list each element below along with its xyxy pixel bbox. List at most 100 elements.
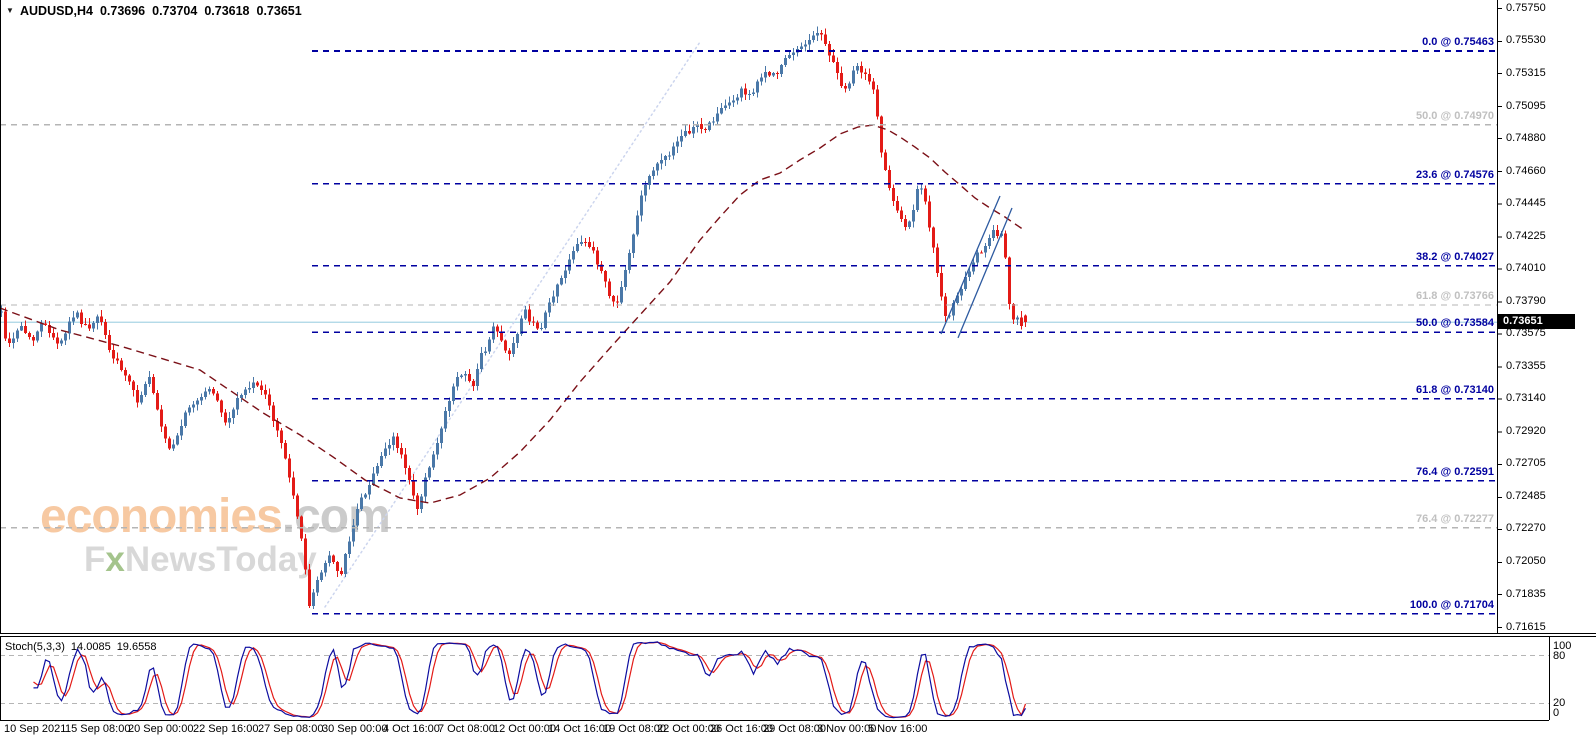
- candle-body: [480, 353, 483, 370]
- candle-body: [892, 187, 895, 201]
- candle-body: [876, 89, 879, 117]
- candle-body: [424, 477, 427, 497]
- candle-body: [752, 92, 755, 95]
- candle-body: [380, 456, 383, 466]
- candle-body: [16, 330, 19, 339]
- candle-body: [648, 175, 651, 186]
- candle-body: [564, 270, 567, 279]
- candle-body: [40, 323, 43, 332]
- candle-body: [640, 195, 643, 216]
- candle-body: [616, 301, 619, 303]
- candle-body: [376, 465, 379, 474]
- candle-body: [524, 309, 527, 319]
- candle-body: [704, 129, 707, 131]
- candle-body: [468, 374, 471, 382]
- candle-body: [140, 394, 143, 403]
- candle-body: [108, 334, 111, 350]
- candle-body: [88, 324, 91, 329]
- candle-body: [736, 97, 739, 101]
- candle-body: [252, 382, 255, 389]
- candle-body: [880, 116, 883, 153]
- candle-body: [204, 391, 207, 398]
- candle-body: [476, 369, 479, 387]
- candle-body: [448, 401, 451, 411]
- candle-body: [160, 409, 163, 427]
- candle-body: [28, 332, 31, 337]
- candle-body: [844, 85, 847, 89]
- candle-body: [228, 418, 231, 423]
- candle-body: [632, 234, 635, 253]
- candle-body: [60, 340, 63, 344]
- candle-body: [124, 370, 127, 376]
- candle-body: [712, 121, 715, 123]
- candle-body: [724, 105, 727, 109]
- candle-body: [336, 562, 339, 572]
- candle-body: [324, 563, 327, 573]
- candle-body: [456, 377, 459, 387]
- candle-body: [832, 55, 835, 62]
- candle-body: [152, 377, 155, 393]
- candle-body: [936, 247, 939, 274]
- candle-body: [1004, 233, 1007, 258]
- candle-body: [472, 381, 475, 387]
- candle-body: [600, 264, 603, 272]
- candle-body: [848, 83, 851, 89]
- channel-trendline[interactable]: [940, 195, 1001, 335]
- candle-body: [784, 57, 787, 66]
- candle-body: [92, 322, 95, 329]
- candle-body: [328, 555, 331, 564]
- candle-body: [56, 337, 59, 344]
- candle-body: [284, 443, 287, 459]
- candle-body: [444, 410, 447, 429]
- candle-body: [340, 571, 343, 574]
- candle-body: [196, 400, 199, 405]
- candle-body: [356, 509, 359, 526]
- candle-body: [888, 169, 891, 188]
- candle-body: [604, 271, 607, 282]
- candle-body: [868, 74, 871, 82]
- candle-body: [644, 185, 647, 196]
- candle-body: [944, 296, 947, 317]
- candle-body: [552, 296, 555, 303]
- candle-body: [168, 438, 171, 449]
- candle-body: [700, 124, 703, 130]
- candle-body: [960, 288, 963, 296]
- candle-body: [852, 70, 855, 84]
- candle-body: [120, 360, 123, 371]
- candle-body: [236, 397, 239, 410]
- candle-body: [576, 243, 579, 251]
- candle-body: [144, 384, 147, 395]
- candle-body: [256, 382, 259, 386]
- candle-body: [400, 447, 403, 455]
- candle-body: [780, 65, 783, 74]
- candle-body: [464, 374, 467, 376]
- candle-body: [96, 316, 99, 323]
- candle-body: [276, 421, 279, 431]
- candle-body: [332, 555, 335, 563]
- watermark-brand-suffix: .com: [281, 490, 391, 543]
- candle-body: [688, 131, 691, 134]
- candle-body: [216, 393, 219, 401]
- candle-body: [676, 141, 679, 147]
- channel-trendline[interactable]: [957, 207, 1013, 339]
- candle-body: [44, 323, 47, 325]
- candle-body: [20, 326, 23, 331]
- candle-body: [404, 454, 407, 469]
- candle-body: [0, 311, 3, 313]
- dotted-trendline[interactable]: [324, 41, 701, 608]
- candle-body: [884, 152, 887, 170]
- candle-body: [744, 88, 747, 95]
- candle-body: [548, 302, 551, 313]
- candle-body: [260, 385, 263, 390]
- candle-body: [908, 221, 911, 228]
- candle-body: [420, 496, 423, 510]
- candle-body: [372, 473, 375, 485]
- candle-body: [320, 572, 323, 581]
- ma-line: [0, 124, 1025, 504]
- candle-body: [656, 163, 659, 171]
- candle-body: [740, 88, 743, 98]
- candle-body: [4, 311, 7, 339]
- candle-body: [716, 113, 719, 122]
- candle-body: [680, 135, 683, 142]
